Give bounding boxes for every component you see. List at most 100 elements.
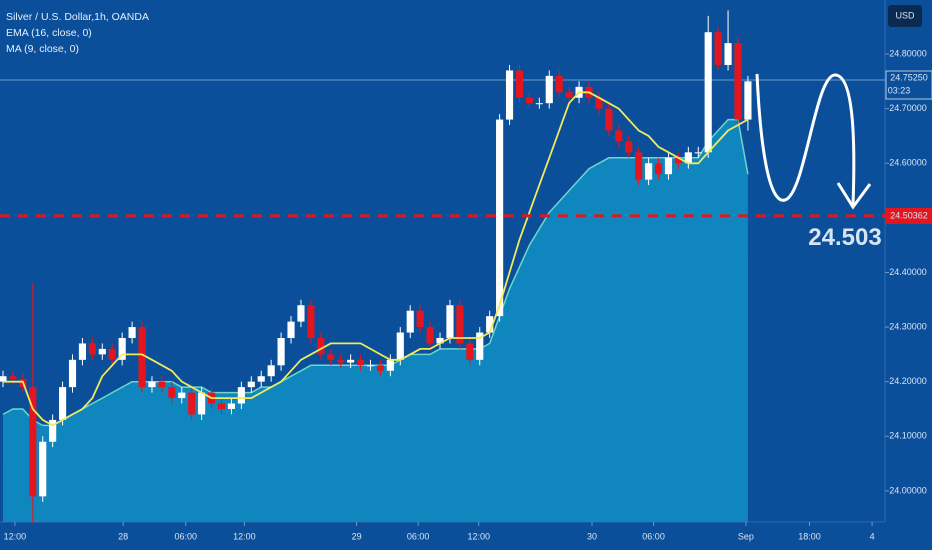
candle-body	[386, 359, 394, 371]
x-tick-label: 12:00	[233, 531, 256, 541]
candle-body	[366, 365, 375, 367]
indicator-legend: MA (9, close, 0)	[6, 43, 79, 55]
candle-body	[436, 337, 444, 344]
candle-body	[664, 157, 673, 175]
candle-body	[645, 163, 653, 180]
candle-body	[188, 392, 196, 415]
y-tick-label: 24.00000	[889, 485, 927, 495]
candle-body	[327, 354, 335, 360]
candle-body	[694, 152, 702, 154]
x-tick-label: 12:00	[467, 531, 490, 541]
candle-body	[426, 327, 434, 344]
level-label: 24.50362	[890, 210, 928, 220]
y-tick-label: 24.70000	[889, 103, 927, 113]
candle-body	[168, 387, 176, 399]
candle-body	[684, 152, 692, 164]
x-tick-label: 4	[870, 531, 875, 541]
x-tick-label: 06:00	[642, 531, 665, 541]
x-tick-label: Sep	[738, 531, 754, 541]
candle-body	[297, 305, 305, 322]
candle-body	[595, 97, 603, 109]
candle-body	[108, 348, 116, 360]
candle-body	[674, 157, 682, 164]
candle-body	[555, 75, 563, 93]
candle-body	[406, 310, 414, 333]
candle-body	[525, 97, 533, 104]
ema-line	[2, 118, 749, 427]
candle-body	[29, 387, 37, 497]
candle-body	[515, 70, 524, 98]
y-tick-label: 24.40000	[889, 267, 927, 277]
x-tick-label: 12:00	[4, 531, 27, 541]
candle-body	[446, 305, 454, 338]
candle-body	[39, 441, 47, 497]
candle-body	[277, 337, 285, 366]
candle-body	[347, 359, 355, 363]
currency[interactable]: USD	[895, 10, 915, 20]
y-tick-label: 24.30000	[889, 321, 927, 331]
annotation: 24.503	[808, 224, 881, 251]
candle-body	[138, 327, 146, 388]
candle-body	[217, 403, 226, 409]
candle-body	[466, 343, 474, 360]
y-tick-label: 24.80000	[889, 48, 927, 58]
candle-body	[247, 381, 255, 388]
candle-body	[734, 43, 742, 120]
ma-line	[3, 91, 749, 427]
candle-body	[337, 359, 345, 363]
candle-body	[605, 108, 613, 131]
candle-body	[49, 419, 57, 442]
candle-body	[78, 343, 87, 360]
candle-body	[505, 70, 514, 120]
candle-body	[615, 130, 623, 142]
candle-body	[68, 359, 77, 388]
y-tick-label: 24.60000	[889, 158, 927, 168]
candle-body	[625, 141, 633, 153]
candle-body	[237, 387, 245, 404]
candle-body	[307, 305, 315, 338]
candle-body	[257, 376, 265, 382]
candle-body	[356, 359, 365, 366]
candle-body	[704, 32, 712, 153]
candle-body	[0, 376, 7, 382]
candle-body	[535, 103, 543, 105]
candle-body	[476, 332, 484, 360]
candle-body	[118, 337, 126, 360]
candle-body	[267, 365, 275, 377]
currency-button[interactable]	[888, 5, 922, 27]
candle-body	[565, 92, 573, 98]
candle-body	[9, 376, 17, 379]
candle-body	[635, 152, 643, 180]
arrow-head	[836, 182, 872, 210]
ema-area	[2, 119, 748, 522]
candle-body	[724, 43, 732, 65]
candle-body	[287, 321, 295, 338]
x-tick-label: 06:00	[174, 531, 197, 541]
candle-body	[416, 310, 424, 328]
candle-body	[148, 381, 156, 388]
y-tick-label: 24.20000	[889, 376, 927, 386]
candle-body	[456, 305, 464, 344]
indicator-legend: EMA (16, close, 0)	[6, 27, 92, 39]
candle-body	[744, 81, 752, 120]
candle-body	[227, 403, 236, 409]
x-tick-label: 28	[118, 531, 128, 541]
countdown: 03:23	[888, 85, 911, 95]
last-price-box	[885, 70, 932, 100]
candle-body	[128, 327, 136, 338]
candle-body	[178, 392, 186, 399]
candle-body	[396, 332, 404, 360]
candle-body	[714, 32, 722, 65]
x-tick-label: 30	[587, 531, 597, 541]
candle-body	[496, 119, 504, 317]
chart-title: Silver / U.S. Dollar,1h, OANDA	[6, 11, 149, 23]
candle-body	[98, 348, 106, 355]
x-tick-label: 29	[352, 531, 362, 541]
x-tick-label: 06:00	[407, 531, 430, 541]
candle-body	[486, 316, 494, 333]
level-label-box	[886, 207, 932, 224]
candle-body	[198, 392, 206, 415]
candle-body	[158, 381, 166, 388]
candle-body	[545, 75, 553, 104]
